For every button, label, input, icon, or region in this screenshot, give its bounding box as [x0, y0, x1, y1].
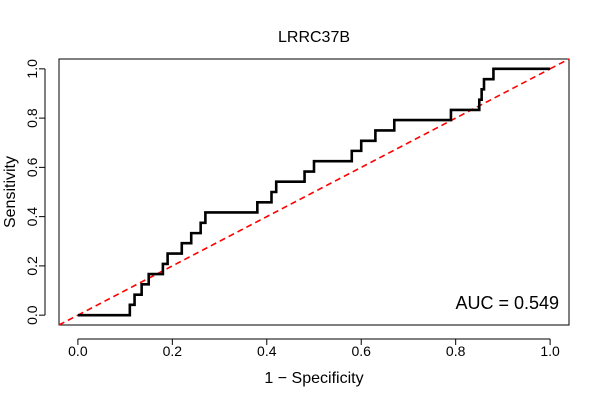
reference-diagonal-extension	[58, 314, 79, 326]
y-tick-label: 0.8	[24, 108, 40, 128]
x-tick-label: 1.0	[540, 343, 560, 359]
y-tick-label: 0.0	[24, 305, 40, 325]
reference-diagonal-extension	[549, 58, 570, 70]
y-tick-label: 0.2	[24, 256, 40, 276]
y-tick-label: 0.6	[24, 157, 40, 177]
x-tick-label: 0.2	[163, 343, 183, 359]
y-tick-label: 1.0	[24, 59, 40, 79]
plot-lines	[58, 58, 570, 326]
y-axis-label: Sensitivity	[2, 156, 19, 228]
x-axis: 0.0 0.2 0.4 0.6 0.8 1.0	[68, 338, 560, 359]
roc-curve-line	[77, 67, 551, 317]
y-axis: 0.0 0.2 0.4 0.6 0.8 1.0	[24, 59, 46, 325]
auc-annotation: AUC = 0.549	[455, 293, 559, 313]
chart-title: LRRC37B	[278, 29, 350, 46]
x-tick-label: 0.6	[351, 343, 371, 359]
x-tick-label: 0.4	[257, 343, 277, 359]
y-tick-label: 0.4	[24, 207, 40, 227]
x-tick-label: 0.8	[446, 343, 466, 359]
x-tick-label: 0.0	[68, 343, 88, 359]
plot-frame	[58, 58, 570, 326]
x-axis-label: 1 − Specificity	[264, 370, 363, 387]
